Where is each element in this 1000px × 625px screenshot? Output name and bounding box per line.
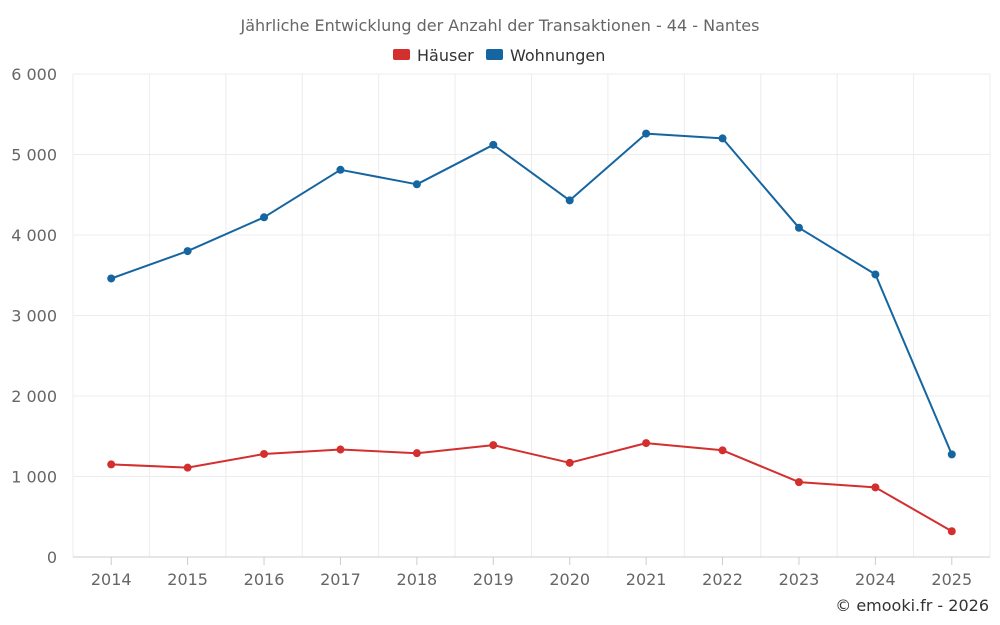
- y-tick-label: 5 000: [11, 146, 57, 165]
- y-tick-label: 6 000: [11, 65, 57, 84]
- y-tick-label: 3 000: [11, 307, 57, 326]
- axes: 0 1 000 2 000 3 000 4 000 5 000 6 000 2014 2015 2…: [11, 65, 990, 589]
- data-point-wohnungen-2018[interactable]: [412, 180, 421, 189]
- data-point-wohnungen-2015[interactable]: [183, 247, 192, 256]
- data-point-haeuser-2024[interactable]: [871, 483, 880, 492]
- y-tick-label: 0: [47, 548, 57, 567]
- grid: [72, 73, 991, 558]
- x-tick-label: 2025: [931, 570, 972, 589]
- x-tick-label: 2015: [167, 570, 208, 589]
- x-tick-label: 2019: [473, 570, 514, 589]
- data-point-wohnungen-2016[interactable]: [260, 213, 269, 222]
- data-point-haeuser-2015[interactable]: [183, 463, 192, 472]
- data-point-wohnungen-2024[interactable]: [871, 270, 880, 279]
- series-line-haeuser[interactable]: [110, 442, 953, 533]
- x-tick-label: 2024: [855, 570, 896, 589]
- legend-swatch-haeuser: [393, 49, 410, 60]
- data-point-haeuser-2019[interactable]: [489, 441, 498, 450]
- data-point-wohnungen-2017[interactable]: [336, 165, 345, 174]
- data-point-haeuser-2020[interactable]: [565, 458, 574, 467]
- chart-title: Jährliche Entwicklung der Anzahl der Tra…: [240, 16, 760, 35]
- series-lines: [110, 132, 953, 533]
- x-tick-label: 2021: [626, 570, 667, 589]
- x-tick-label: 2018: [397, 570, 438, 589]
- legend-label-wohnungen: Wohnungen: [510, 46, 605, 65]
- data-point-wohnungen-2025[interactable]: [947, 450, 956, 459]
- x-tick-label: 2016: [244, 570, 285, 589]
- x-tick-label: 2023: [779, 570, 820, 589]
- legend-item-haeuser[interactable]: Häuser: [393, 46, 474, 65]
- data-point-haeuser-2018[interactable]: [412, 449, 421, 458]
- x-tick-label: 2017: [320, 570, 361, 589]
- legend-item-wohnungen[interactable]: Wohnungen: [486, 46, 605, 65]
- y-tick-label: 2 000: [11, 387, 57, 406]
- legend-swatch-wohnungen: [486, 49, 503, 60]
- data-point-haeuser-2016[interactable]: [260, 449, 269, 458]
- data-point-haeuser-2014[interactable]: [107, 460, 116, 469]
- data-point-wohnungen-2020[interactable]: [565, 196, 574, 205]
- data-point-haeuser-2023[interactable]: [794, 478, 803, 487]
- y-tick-label: 1 000: [11, 468, 57, 487]
- data-point-wohnungen-2014[interactable]: [107, 274, 116, 283]
- legend: Häuser Wohnungen: [393, 46, 605, 65]
- data-point-wohnungen-2021[interactable]: [642, 129, 651, 138]
- data-point-wohnungen-2022[interactable]: [718, 134, 727, 143]
- x-tick-label: 2020: [549, 570, 590, 589]
- series-line-wohnungen[interactable]: [110, 132, 953, 456]
- x-tick-label: 2022: [702, 570, 743, 589]
- legend-label-haeuser: Häuser: [417, 46, 474, 65]
- x-tick-label: 2014: [91, 570, 132, 589]
- data-point-haeuser-2017[interactable]: [336, 445, 345, 454]
- data-points: [107, 129, 956, 536]
- credit-text: © emooki.fr - 2026: [835, 596, 989, 615]
- data-point-haeuser-2025[interactable]: [947, 527, 956, 536]
- y-tick-label: 4 000: [11, 226, 57, 245]
- data-point-wohnungen-2019[interactable]: [489, 140, 498, 149]
- data-point-haeuser-2021[interactable]: [642, 439, 651, 448]
- data-point-haeuser-2022[interactable]: [718, 446, 727, 455]
- data-point-wohnungen-2023[interactable]: [794, 223, 803, 232]
